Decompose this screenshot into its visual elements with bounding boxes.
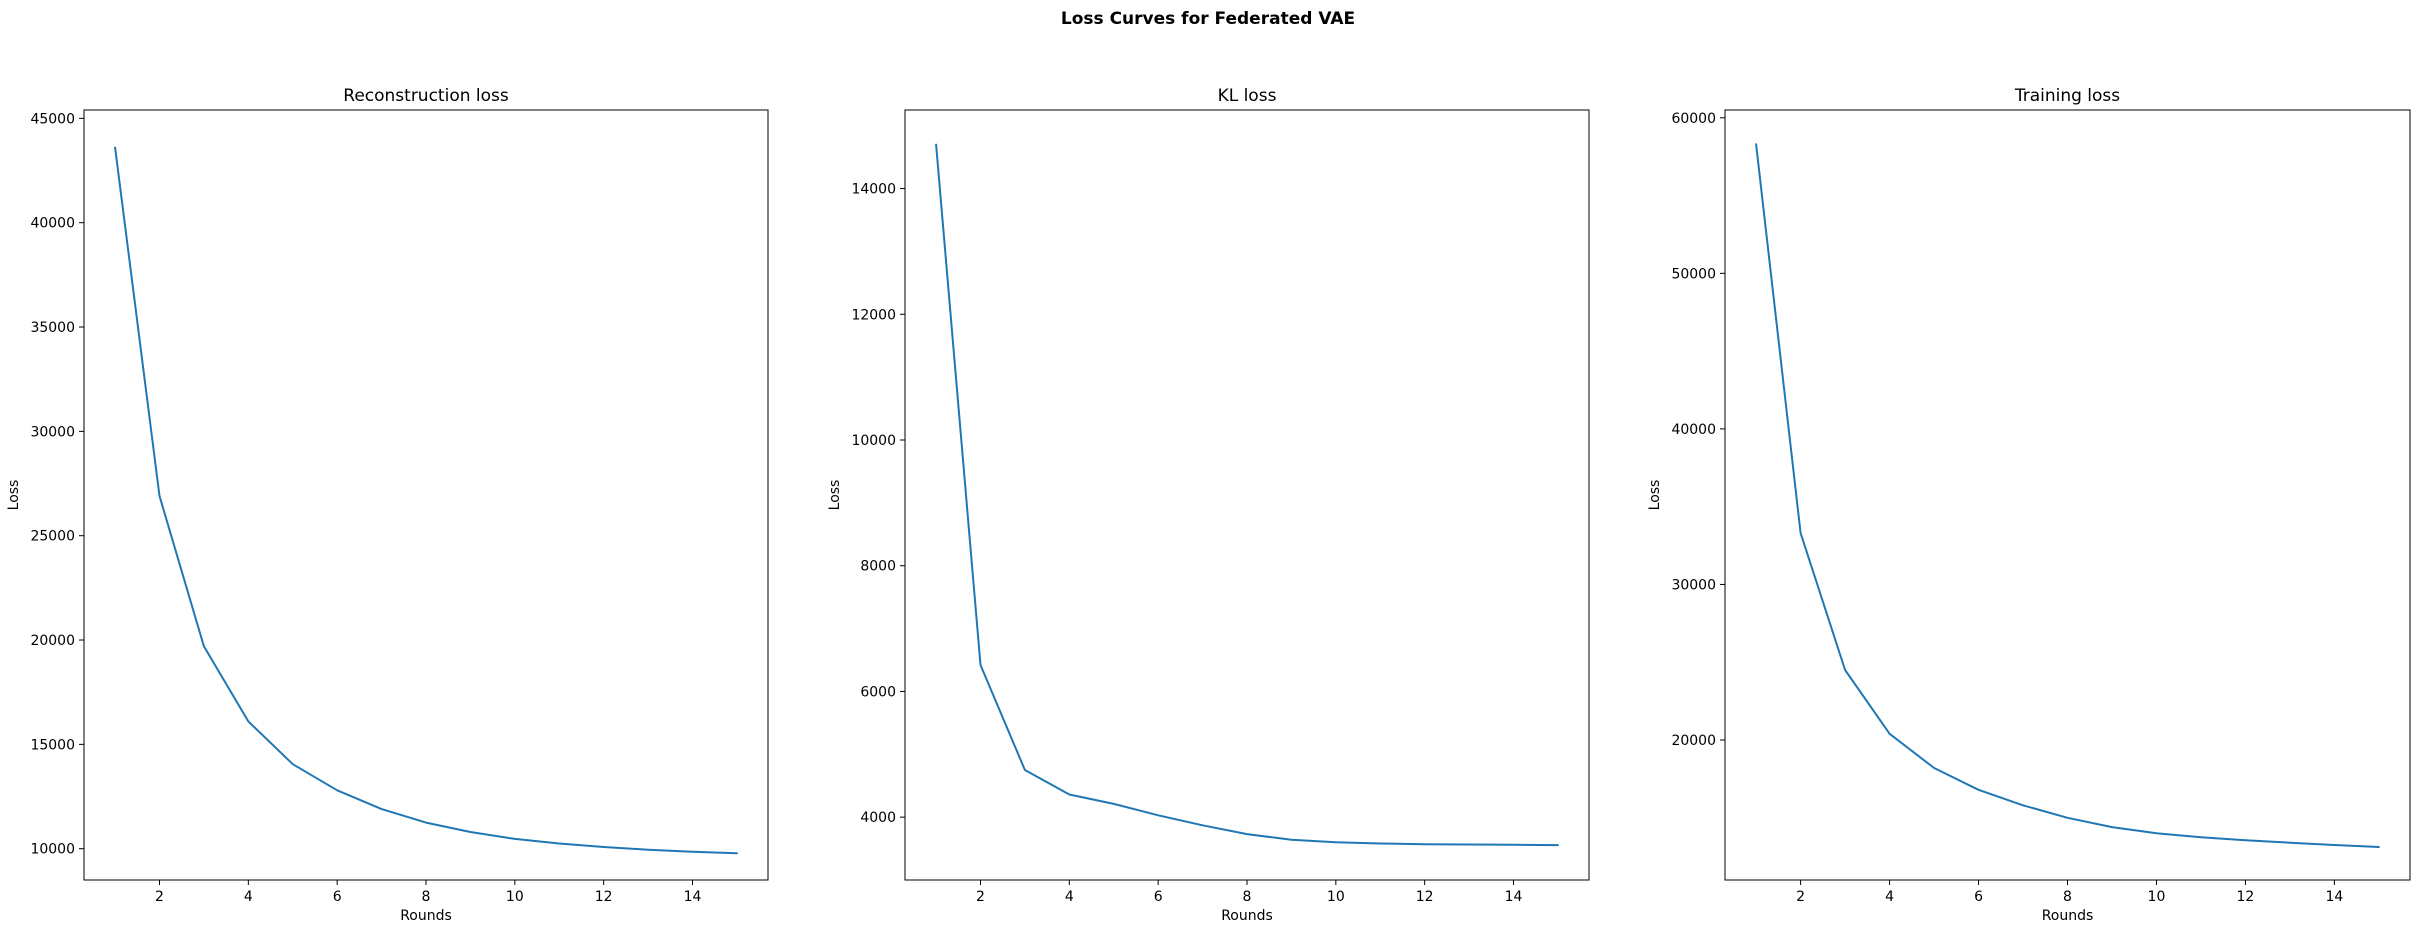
kl-xtick-label: 2 (976, 889, 985, 905)
kl-xtick-label: 6 (1154, 889, 1163, 905)
training-xtick-label: 8 (2063, 889, 2072, 905)
reconstruction-ytick-label: 40000 (30, 216, 75, 232)
reconstruction-xtick-label: 10 (506, 889, 524, 905)
kl-ytick-label: 6000 (860, 684, 896, 700)
kl-xtick-label: 8 (1243, 889, 1252, 905)
kl-ytick-label: 8000 (860, 559, 896, 575)
kl-xtick-label: 14 (1505, 889, 1523, 905)
figure-suptitle: Loss Curves for Federated VAE (1061, 9, 1355, 29)
reconstruction-ytick-label: 20000 (30, 633, 75, 649)
reconstruction-plot-frame (83, 109, 769, 881)
training-ylabel: Loss (1647, 480, 1663, 511)
training-xtick-label: 4 (1885, 889, 1894, 905)
reconstruction-xtick-label: 2 (155, 889, 164, 905)
kl-ylabel: Loss (827, 480, 843, 511)
reconstruction-series-line (114, 146, 738, 855)
training-xlabel: Rounds (2042, 908, 2094, 924)
training-title: Training loss (2014, 86, 2120, 106)
reconstruction-xtick-label: 14 (684, 889, 702, 905)
reconstruction-ytick-label: 35000 (30, 320, 75, 336)
reconstruction-xtick-label: 4 (244, 889, 253, 905)
kl-title: KL loss (1218, 86, 1277, 106)
kl-axes: KL loss Rounds Loss 2 4 6 8 10 12 14 4000 6000 8000 1… (827, 86, 1590, 924)
reconstruction-xtick-label: 12 (595, 889, 613, 905)
training-ytick-label: 30000 (1671, 577, 1716, 593)
kl-ytick-label: 12000 (851, 307, 896, 323)
training-xtick-label: 2 (1796, 889, 1805, 905)
reconstruction-ytick-label: 25000 (30, 529, 75, 545)
kl-xtick-label: 4 (1065, 889, 1074, 905)
training-series-line (1755, 143, 2380, 848)
training-ytick-label: 50000 (1671, 266, 1716, 282)
training-plot-frame (1724, 109, 2411, 881)
reconstruction-xtick-label: 6 (333, 889, 342, 905)
reconstruction-ytick-label: 45000 (30, 111, 75, 127)
reconstruction-title: Reconstruction loss (343, 86, 509, 106)
reconstruction-ytick-label: 10000 (30, 842, 75, 858)
kl-series-line (935, 143, 1559, 847)
kl-xtick-label: 10 (1327, 889, 1345, 905)
training-xtick-label: 12 (2237, 889, 2255, 905)
kl-ytick-label: 4000 (860, 810, 896, 826)
training-xtick-label: 6 (1974, 889, 1983, 905)
training-ytick-label: 20000 (1671, 733, 1716, 749)
reconstruction-xtick-label: 8 (422, 889, 431, 905)
axes-root: Reconstruction loss Rounds Loss 2 4 6 8 10 12 14 1… (6, 86, 2411, 924)
kl-plot-frame (904, 109, 1590, 881)
training-axes: Training loss Rounds Loss 2 4 6 8 10 12 14 20000 30… (1647, 86, 2411, 924)
training-ytick-label: 40000 (1671, 422, 1716, 438)
reconstruction-ytick-label: 30000 (30, 424, 75, 440)
kl-xtick-label: 12 (1416, 889, 1434, 905)
training-ytick-label: 60000 (1671, 111, 1716, 127)
kl-ytick-label: 10000 (851, 433, 896, 449)
reconstruction-ytick-label: 15000 (30, 737, 75, 753)
reconstruction-xlabel: Rounds (400, 908, 452, 924)
training-xtick-label: 10 (2148, 889, 2166, 905)
reconstruction-ylabel: Loss (6, 480, 22, 511)
kl-xlabel: Rounds (1221, 908, 1273, 924)
reconstruction-axes: Reconstruction loss Rounds Loss 2 4 6 8 10 12 14 1… (6, 86, 769, 924)
kl-ytick-label: 14000 (851, 182, 896, 198)
training-xtick-label: 14 (2325, 889, 2343, 905)
